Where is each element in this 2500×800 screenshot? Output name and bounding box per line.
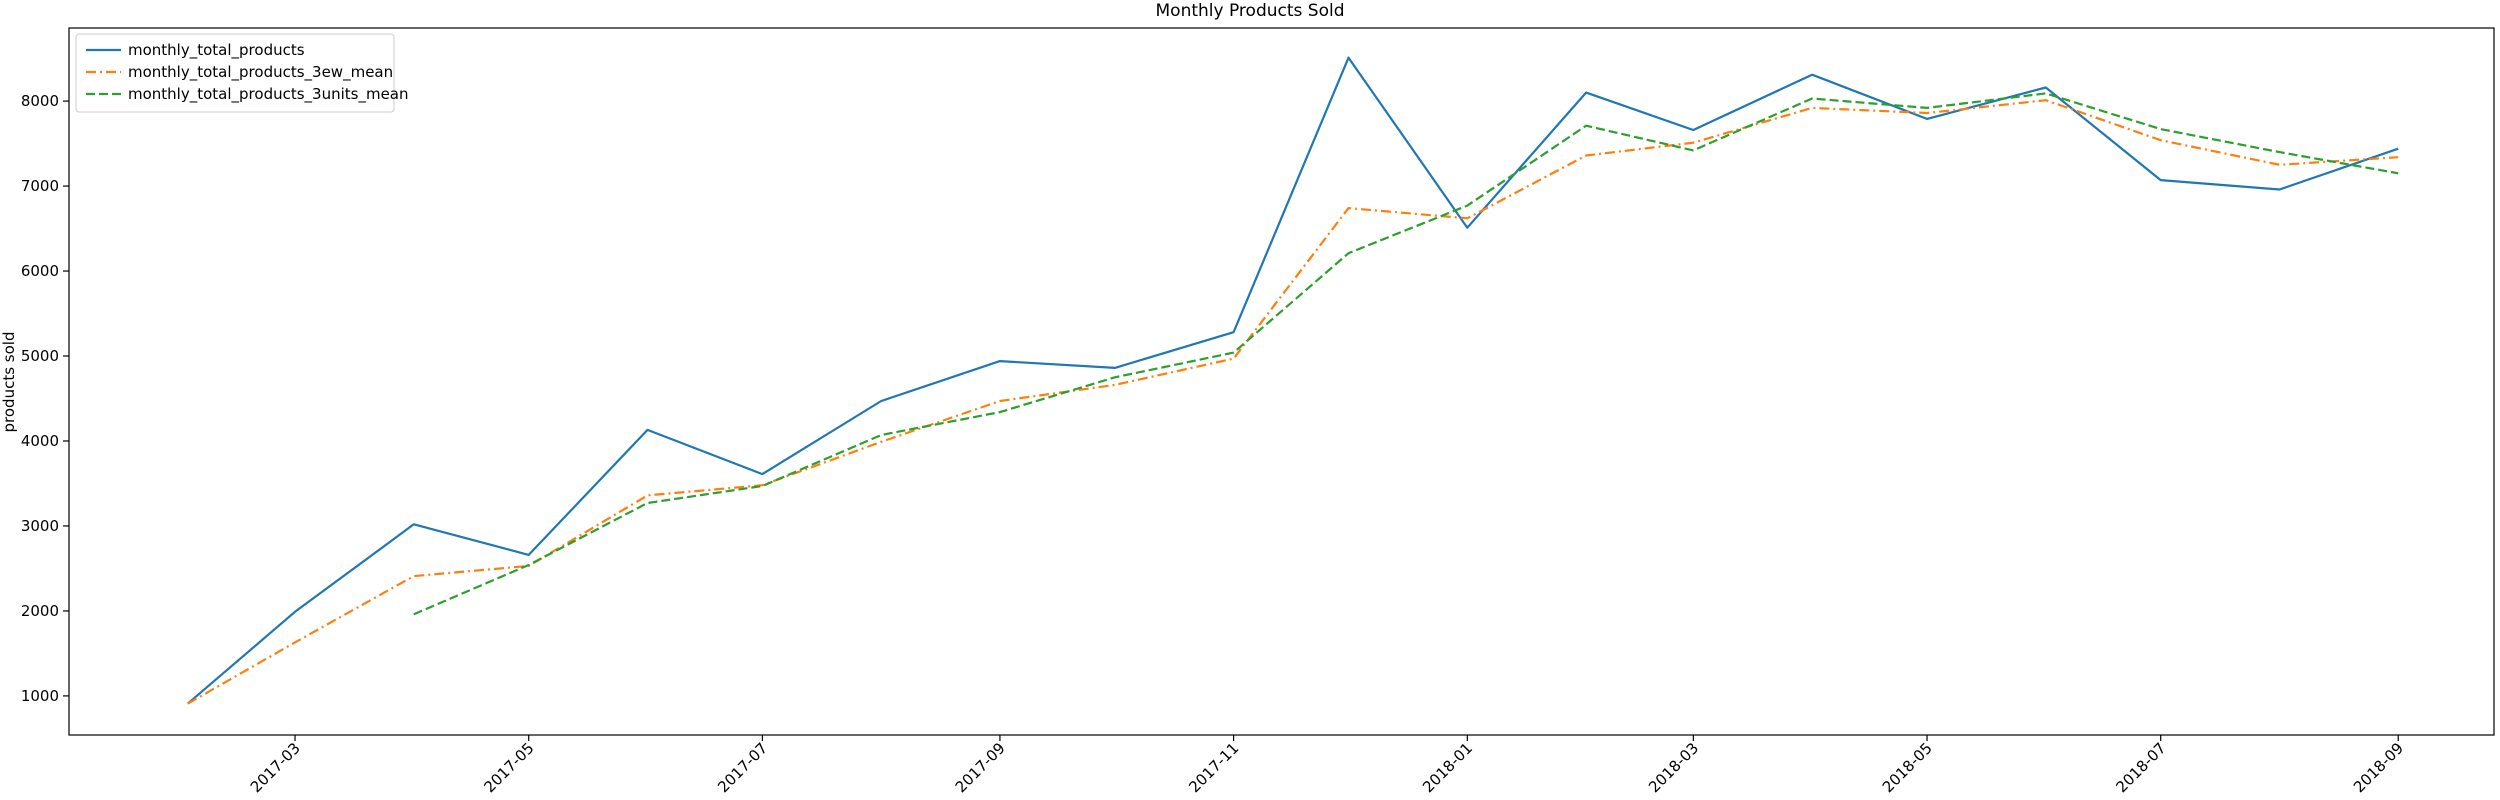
legend-box [75,33,395,113]
y-tick-label: 1000 [21,687,59,705]
series-layer [187,56,2399,705]
y-axis-label: products sold [0,332,18,433]
x-tick-label: 2018-03 [1645,739,1702,796]
x-tick-label: 2018-07 [2112,739,2169,796]
plot-area-frame [68,27,2495,736]
x-tick-label: 2017-07 [714,739,771,796]
y-tick-label: 6000 [21,262,59,280]
chart-title: Monthly Products Sold [1156,1,1345,21]
y-axis: 1000 2000 3000 4000 5000 6000 7000 8000 [21,92,69,705]
series-line-3 [413,92,2399,616]
x-tick-label: 2017-11 [1185,739,1242,796]
x-tick-label: 2018-01 [1419,739,1476,796]
y-tick-label: 8000 [21,92,59,110]
series-line-2 [187,99,2399,705]
legend-label: monthly_total_products_3units_mean [128,85,409,104]
x-tick-label: 2017-05 [480,739,537,796]
legend-label: monthly_total_products [128,41,305,60]
y-tick-label: 5000 [21,347,59,365]
y-tick-label: 3000 [21,517,59,535]
y-tick-label: 4000 [21,432,59,450]
legend-label: monthly_total_products_3ew_mean [128,63,393,82]
series-line-1 [187,56,2399,705]
x-tick-label: 2018-09 [2350,739,2407,796]
x-tick-label: 2017-03 [247,739,304,796]
y-tick-label: 7000 [21,177,59,195]
x-tick-label: 2018-05 [1879,739,1936,796]
x-tick-label: 2017-09 [952,739,1009,796]
x-axis: 2017-03 2017-05 2017-07 2017-09 2017-11 2018-… [247,735,2407,796]
legend: monthly_total_products monthly_total_prod… [75,33,409,113]
y-tick-label: 2000 [21,602,59,620]
